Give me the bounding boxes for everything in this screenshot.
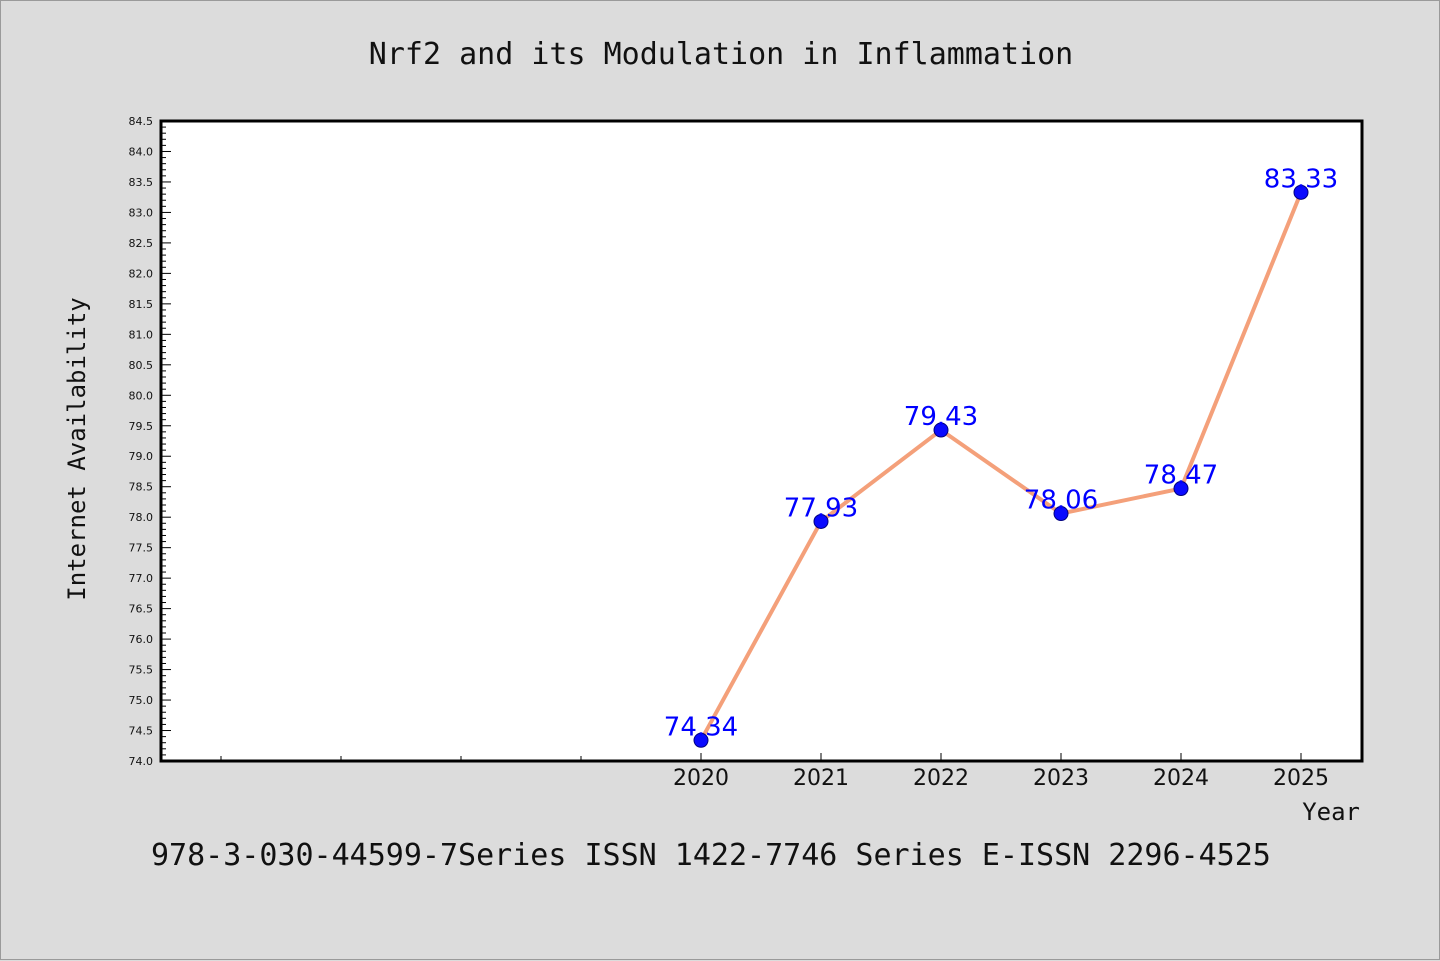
y-tick-label: 83.5 xyxy=(129,176,154,189)
data-label: 77.93 xyxy=(784,493,858,523)
data-label: 78.47 xyxy=(1144,461,1218,491)
y-tick-label: 76.5 xyxy=(129,603,154,616)
data-point xyxy=(693,732,709,748)
data-label: 74.34 xyxy=(664,712,738,742)
data-point xyxy=(1053,506,1069,522)
data-label: 78.06 xyxy=(1024,486,1098,516)
y-tick-label: 79.0 xyxy=(129,450,154,463)
y-axis: 74.0 74.5 75.0 75.5 76.0 76.5 77.0 77.5 78.0 78.5… xyxy=(129,115,171,768)
y-tick-label: 82.5 xyxy=(129,237,154,250)
y-tick-label: 79.5 xyxy=(129,420,154,433)
y-axis-label: Internet Availability xyxy=(63,297,91,600)
y-tick-label: 74.0 xyxy=(129,755,154,768)
data-point xyxy=(1173,481,1189,497)
data-point xyxy=(813,513,829,529)
y-tick-label: 77.0 xyxy=(129,572,154,585)
y-tick-label: 81.0 xyxy=(129,328,154,341)
footer-text: 978-3-030-44599-7Series ISSN 1422-7746 S… xyxy=(151,838,1271,873)
y-tick-label: 76.0 xyxy=(129,633,154,646)
x-tick-label: 2023 xyxy=(1033,766,1089,791)
y-tick-label: 84.0 xyxy=(129,145,154,158)
x-axis: 2020 2021 2022 2023 2024 2025 xyxy=(220,753,1329,791)
chart-title: Nrf2 and its Modulation in Inflammation xyxy=(369,37,1073,72)
x-axis-label: Year xyxy=(1302,798,1360,826)
y-tick-label: 75.0 xyxy=(129,694,154,707)
y-tick-label: 78.0 xyxy=(129,511,154,524)
y-tick-label: 82.0 xyxy=(129,267,154,280)
data-point xyxy=(933,422,949,438)
y-tick-label: 84.5 xyxy=(129,115,154,128)
x-tick-label: 2022 xyxy=(913,766,969,791)
y-tick-label: 74.5 xyxy=(129,725,154,738)
data-label: 79.43 xyxy=(904,402,978,432)
series-line xyxy=(699,191,1303,742)
y-tick-label: 77.5 xyxy=(129,542,154,555)
y-tick-label: 78.5 xyxy=(129,481,154,494)
y-tick-label: 75.5 xyxy=(129,664,154,677)
x-tick-label: 2021 xyxy=(793,766,849,791)
x-tick-label: 2024 xyxy=(1153,766,1209,791)
x-tick-label: 2025 xyxy=(1273,766,1329,791)
x-tick-label: 2020 xyxy=(673,766,729,791)
y-tick-label: 81.5 xyxy=(129,298,154,311)
y-tick-label: 83.0 xyxy=(129,206,154,219)
series-group: 74.34 77.93 79.43 78.06 78.47 83.33 xyxy=(664,164,1338,748)
plot-area xyxy=(159,119,1364,763)
y-tick-label: 80.0 xyxy=(129,389,154,402)
y-tick-label: 80.5 xyxy=(129,359,154,372)
data-label: 83.33 xyxy=(1264,164,1338,194)
data-point xyxy=(1293,184,1309,200)
